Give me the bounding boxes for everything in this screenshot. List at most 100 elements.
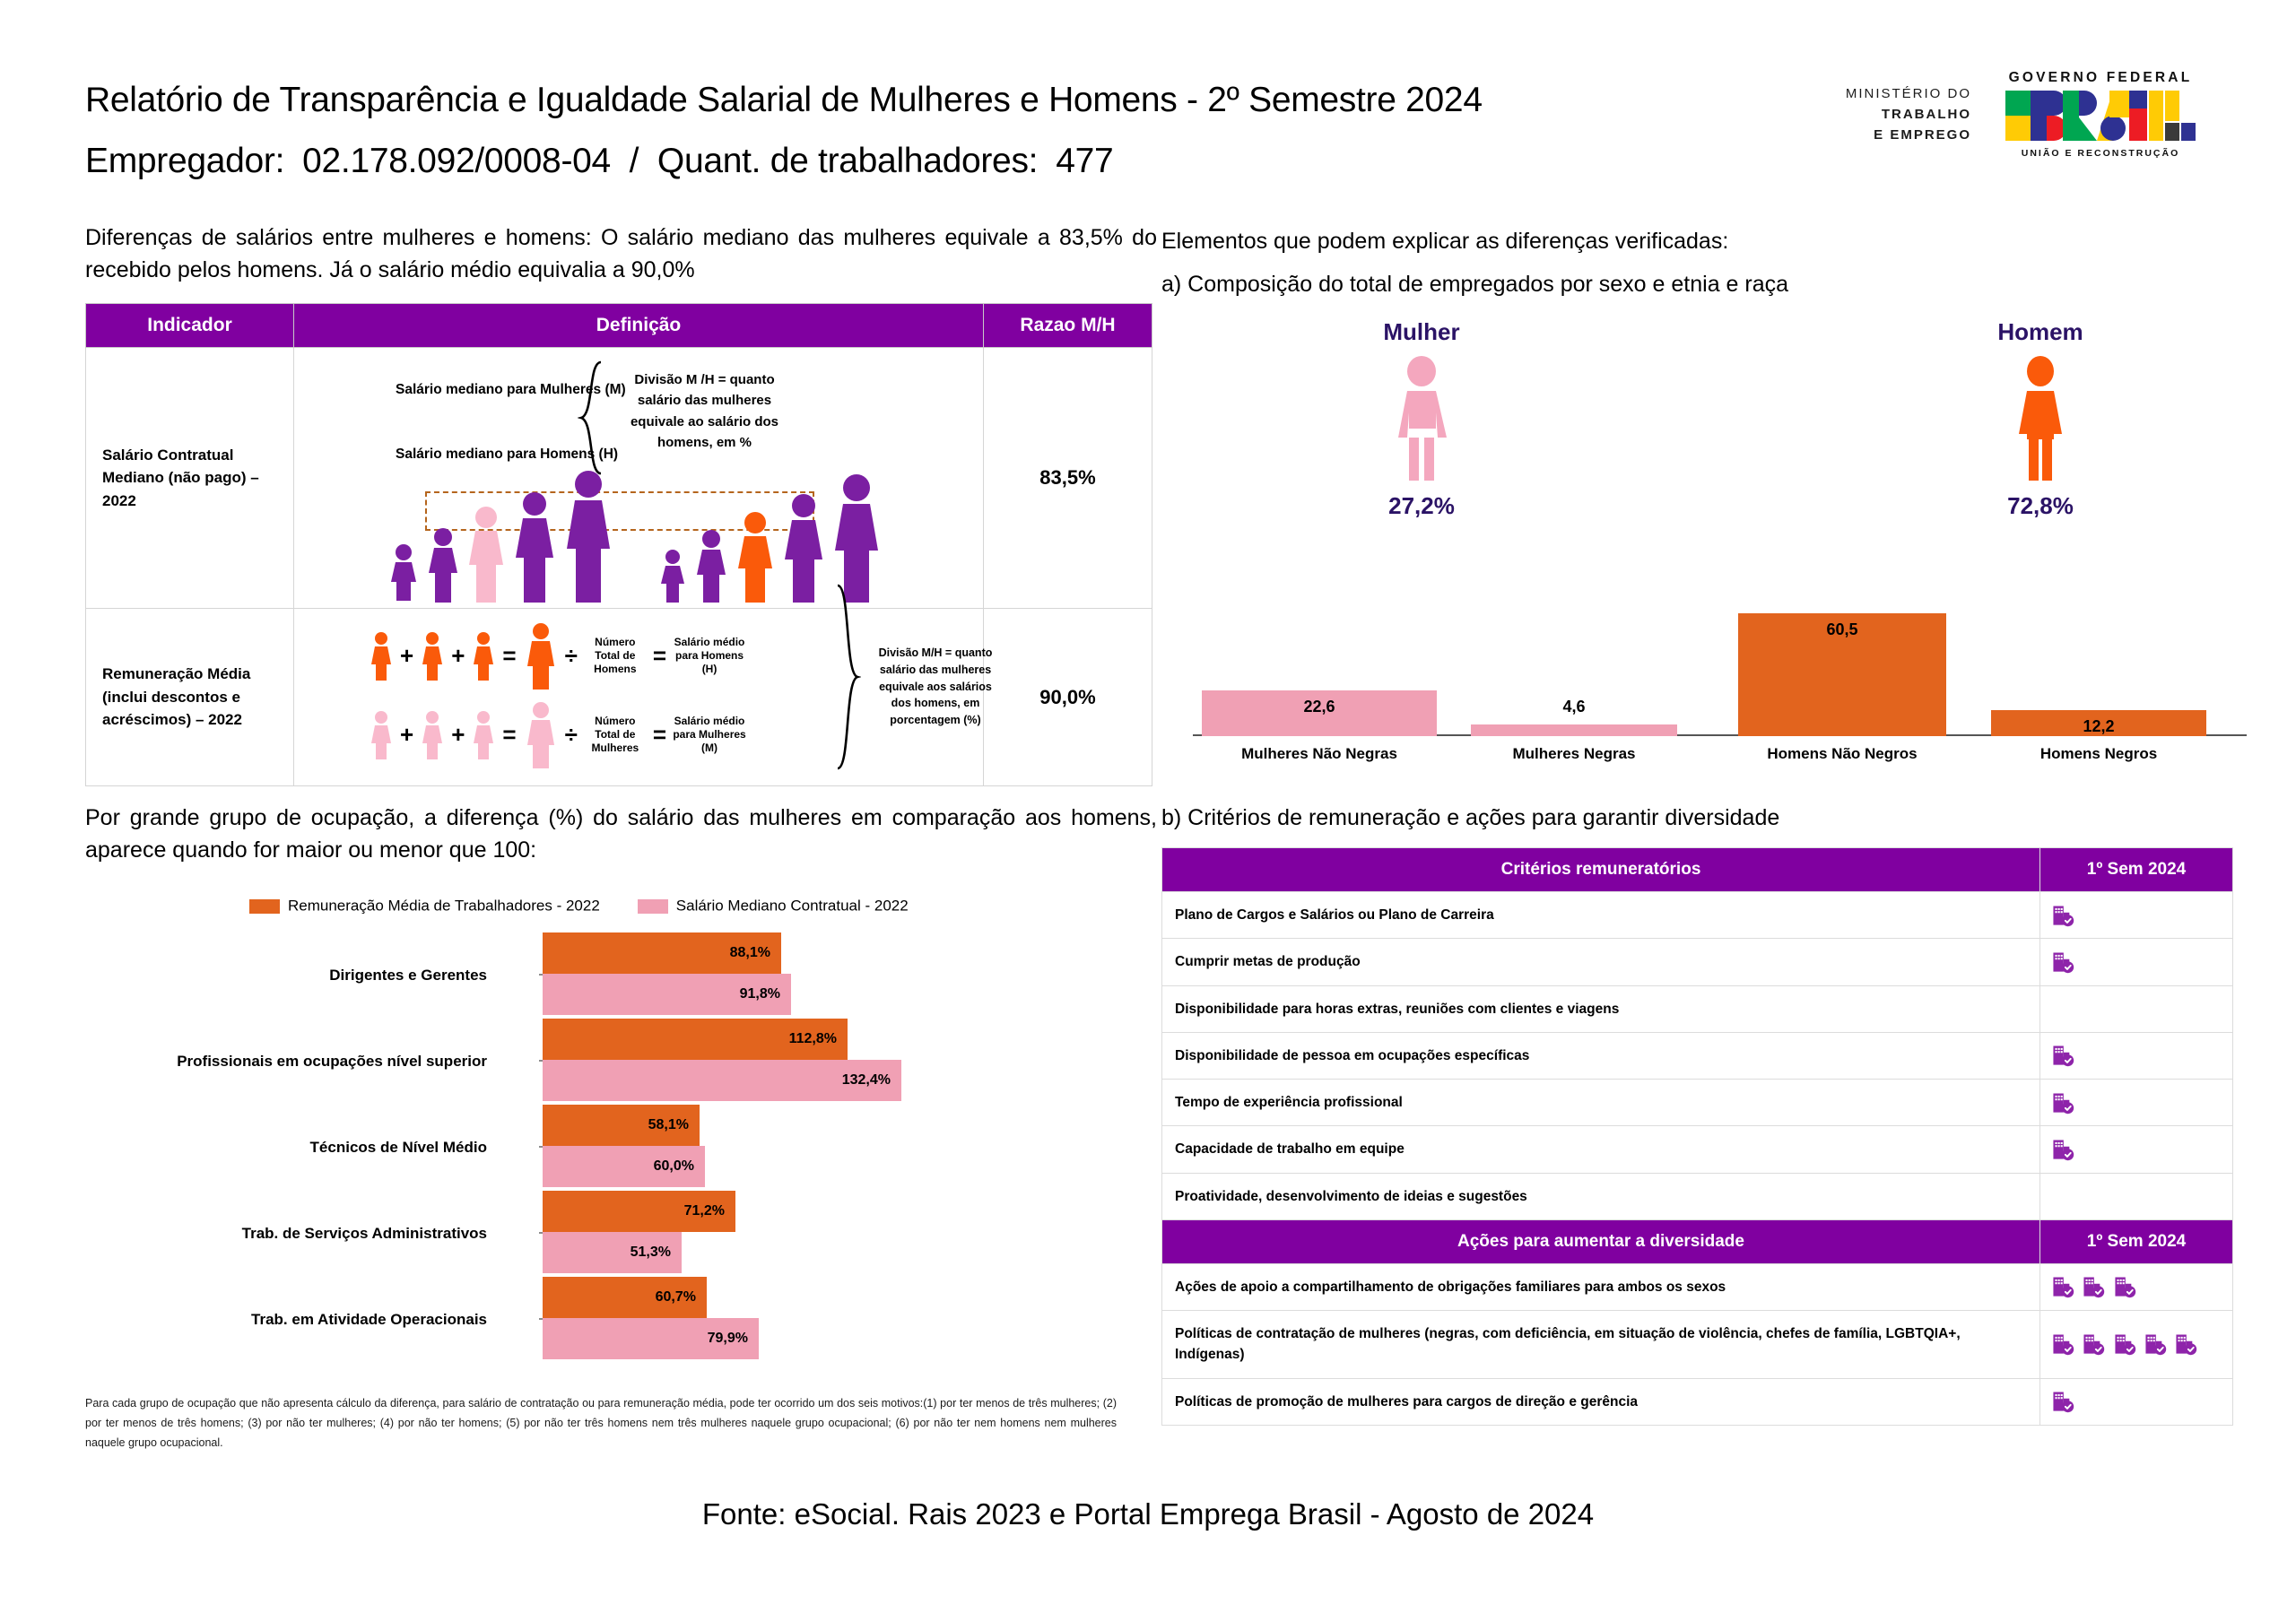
legend-label-remuneracao: Remuneração Média de Trabalhadores - 202…	[288, 897, 600, 915]
criteria-label: Plano de Cargos e Salários ou Plano de C…	[1161, 890, 2040, 940]
men-average-equation: + + = ÷ Número Total de Homens = Salário…	[368, 621, 747, 690]
occupation-bar-chart: Dirigentes e Gerentes 88,1% 91,8% Profis…	[85, 932, 1152, 1359]
table-row: Políticas de contratação de mulheres (ne…	[1161, 1310, 2233, 1379]
person-figure-icon-orange	[371, 632, 391, 681]
salary-difference-intro: Diferenças de salários entre mulheres e …	[85, 225, 1157, 282]
brasil-wordmark-icon	[2005, 91, 2196, 141]
page-title: Relatório de Transparência e Igualdade S…	[85, 81, 1483, 119]
person-figure-icon-orange	[738, 512, 772, 603]
bar-value-label: 58,1%	[648, 1117, 689, 1132]
people-figures-row	[384, 468, 884, 603]
category-label: Trab. de Serviços Administrativos	[241, 1225, 487, 1242]
criteria-label: Proatividade, desenvolvimento de ideias …	[1161, 1172, 2040, 1220]
ministry-line-2: TRABALHO	[1881, 106, 1971, 122]
bar-salario: 79,9%	[543, 1318, 759, 1359]
person-figure-icon-orange	[526, 623, 554, 690]
plus-sign: +	[400, 720, 414, 748]
legend-swatch-pink	[637, 898, 668, 914]
bar-remuneracao: 60,7%	[543, 1277, 707, 1318]
building-check-icon	[2053, 906, 2074, 926]
women-total-label: Número Total de Mulheres	[591, 714, 639, 754]
ratio-median-value: 83,5%	[983, 347, 1152, 609]
criteria-header-label: Critérios remuneratórios	[1161, 847, 2040, 892]
legend-label-salario: Salário Mediano Contratual - 2022	[675, 897, 909, 915]
person-figure-icon	[516, 492, 553, 603]
table-row: Disponibilidade de pessoa em ocupações e…	[1161, 1031, 2233, 1080]
building-check-icon	[2053, 1392, 2074, 1413]
bar-mulheres-negras: 4,6	[1471, 698, 1677, 736]
table-row: Proatividade, desenvolvimento de ideias …	[1161, 1172, 2233, 1220]
plus-sign: +	[451, 720, 465, 748]
composition-bar-chart: 22,6 Mulheres Não Negras 4,6 Mulheres Ne…	[1193, 565, 2247, 762]
median-ratio-note: Divisão M /H = quanto salário das mulher…	[630, 372, 779, 450]
bar-value-label: 71,2%	[683, 1203, 725, 1219]
building-check-icon	[2053, 1093, 2074, 1114]
criteria-marks	[2039, 938, 2233, 986]
criteria-marks	[2039, 1078, 2233, 1127]
person-figure-icon-pink	[526, 702, 554, 768]
actions-header-period: 1º Sem 2024	[2039, 1219, 2233, 1264]
equals-sign: =	[502, 720, 517, 748]
section-b-title: b) Critérios de remuneração e ações para…	[1161, 805, 1780, 830]
criteria-and-actions-table: Critérios remuneratórios 1º Sem 2024 Pla…	[1161, 847, 2233, 1426]
bar-value-label: 112,8%	[788, 1031, 837, 1046]
category-label: Homens Negros	[2039, 745, 2158, 762]
workers-label: Quant. de trabalhadores:	[657, 142, 1039, 180]
building-check-icon	[2176, 1334, 2197, 1356]
table-row: Remuneração Média (inclui descontos e ac…	[85, 584, 1152, 786]
bar-value-label: 60,7%	[655, 1289, 696, 1305]
person-figure-icon	[429, 528, 457, 603]
chart-group-administrativos: Trab. de Serviços Administrativos 71,2% …	[85, 1191, 1152, 1277]
building-check-icon	[2053, 952, 2074, 974]
col-definicao: Definição	[293, 303, 984, 348]
action-marks	[2039, 1310, 2233, 1379]
ministry-line-1: MINISTÉRIO DO	[1845, 85, 1971, 101]
definition-cell-median: Salário mediano para Mulheres (M) Salári…	[293, 347, 984, 609]
bar-value-label: 60,5	[1826, 620, 1858, 638]
divide-sign: ÷	[564, 641, 578, 669]
criteria-label: Tempo de experiência profissional	[1161, 1078, 2040, 1127]
men-total-label: Número Total de Homens	[594, 635, 637, 675]
table-row: Capacidade de trabalho em equipe	[1161, 1125, 2233, 1174]
bar-mulheres-nao-negras: 22,6	[1202, 690, 1437, 736]
chart-group-operacionais: Trab. em Atividade Operacionais 60,7% 79…	[85, 1277, 1152, 1363]
equals-sign: =	[652, 720, 667, 748]
women-average-equation: + + = ÷ Número Total de Mulheres = Salár…	[368, 700, 747, 768]
bar-homens-negros: 12,2	[1991, 710, 2206, 736]
building-check-icon	[2115, 1277, 2135, 1298]
median-men-label: Salário mediano para Homens (H)	[396, 447, 619, 462]
bar-homens-nao-negros: 60,5	[1738, 613, 1946, 736]
equals-sign: =	[652, 641, 667, 669]
table-row: Ações de apoio a compartilhamento de obr…	[1161, 1262, 2233, 1312]
brace-icon	[578, 360, 602, 475]
building-check-icon	[2053, 1140, 2074, 1161]
women-average-label: Salário médio para Mulheres (M)	[673, 714, 746, 754]
criteria-label: Disponibilidade para horas extras, reuni…	[1161, 984, 2040, 1033]
equals-sign: =	[502, 641, 517, 669]
criteria-marks	[2039, 1172, 2233, 1220]
person-figure-icon-orange	[474, 632, 494, 681]
person-figure-icon	[785, 494, 822, 603]
person-figure-icon-pink	[422, 711, 443, 759]
pictogram-label: Homem	[1997, 318, 2083, 345]
bar-salario: 91,8%	[543, 974, 791, 1015]
average-ratio-note: Divisão M/H = quanto salário das mulhere…	[878, 646, 993, 726]
median-diagram: Salário mediano para Mulheres (M) Salári…	[294, 348, 983, 608]
criteria-header-row: Critérios remuneratórios 1º Sem 2024	[1161, 847, 2233, 892]
table-row: Disponibilidade para horas extras, reuni…	[1161, 984, 2233, 1033]
chart-group-profissionais: Profissionais em ocupações nível superio…	[85, 1019, 1152, 1105]
ministry-text: MINISTÉRIO DO TRABALHO E EMPREGO	[1846, 83, 1971, 146]
pictogram-value: 72,8%	[2007, 492, 2074, 519]
category-label: Mulheres Não Negras	[1241, 745, 1397, 762]
chart-group-tecnicos: Técnicos de Nível Médio 58,1% 60,0%	[85, 1105, 1152, 1191]
workers-value: 477	[1056, 142, 1114, 180]
chart-group-dirigentes: Dirigentes e Gerentes 88,1% 91,8%	[85, 932, 1152, 1019]
category-label: Homens Não Negros	[1767, 745, 1918, 762]
line-separator: /	[629, 142, 639, 180]
bar-remuneracao: 88,1%	[543, 932, 781, 974]
occupation-intro: Por grande grupo de ocupação, a diferenç…	[85, 805, 1157, 863]
ratio-average-value: 90,0%	[983, 608, 1152, 786]
person-figure-icon	[661, 550, 684, 603]
criteria-marks	[2039, 984, 2233, 1033]
